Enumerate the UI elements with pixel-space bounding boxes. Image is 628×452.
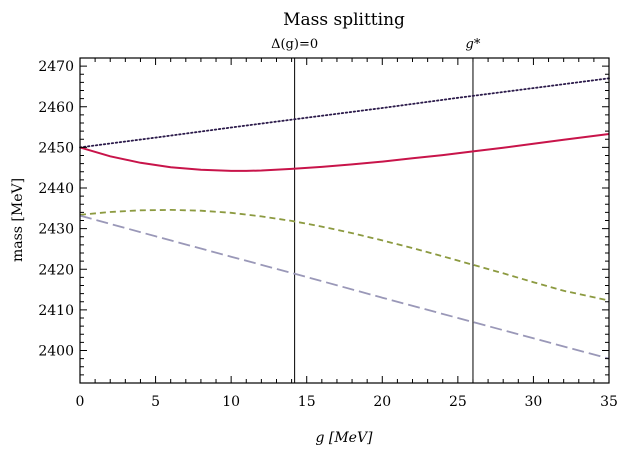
series-layer [79, 77, 610, 360]
y-tick-label: 2400 [38, 344, 74, 360]
series-line-1 [79, 133, 610, 172]
plot-frame [79, 57, 610, 384]
x-tick-label: 0 [76, 394, 85, 410]
tick-labels: 0 5 10 15 20 25 30 35 2400 2410 2420 2430 2440 2450 24… [38, 59, 618, 410]
axis-ticks [79, 57, 610, 384]
y-tick-label: 2440 [38, 181, 74, 197]
y-tick-label: 2450 [38, 140, 74, 156]
series-line-0 [79, 77, 610, 149]
x-tick-label: 35 [600, 394, 618, 410]
x-tick-label: 25 [449, 394, 467, 410]
x-tick-label: 10 [222, 394, 240, 410]
x-tick-label: 30 [525, 394, 543, 410]
vline-label-0: Δ(g)=0 [271, 37, 318, 52]
vertical-markers: Δ(g)=0 g* [271, 37, 481, 383]
y-tick-label: 2430 [38, 222, 74, 238]
series-line-3 [79, 214, 610, 360]
x-tick-label: 20 [373, 394, 391, 410]
x-axis-label: g [MeV] [315, 430, 373, 446]
y-tick-label: 2460 [38, 100, 74, 116]
x-tick-label: 5 [151, 394, 160, 410]
x-tick-label: 15 [298, 394, 316, 410]
vline-label-1: g* [466, 37, 481, 52]
y-tick-label: 2420 [38, 262, 74, 278]
y-tick-label: 2470 [38, 59, 74, 75]
y-axis-label: mass [MeV] [10, 178, 26, 262]
series-line-2 [79, 208, 610, 302]
y-tick-label: 2410 [38, 303, 74, 319]
chart-title: Mass splitting [283, 10, 405, 30]
